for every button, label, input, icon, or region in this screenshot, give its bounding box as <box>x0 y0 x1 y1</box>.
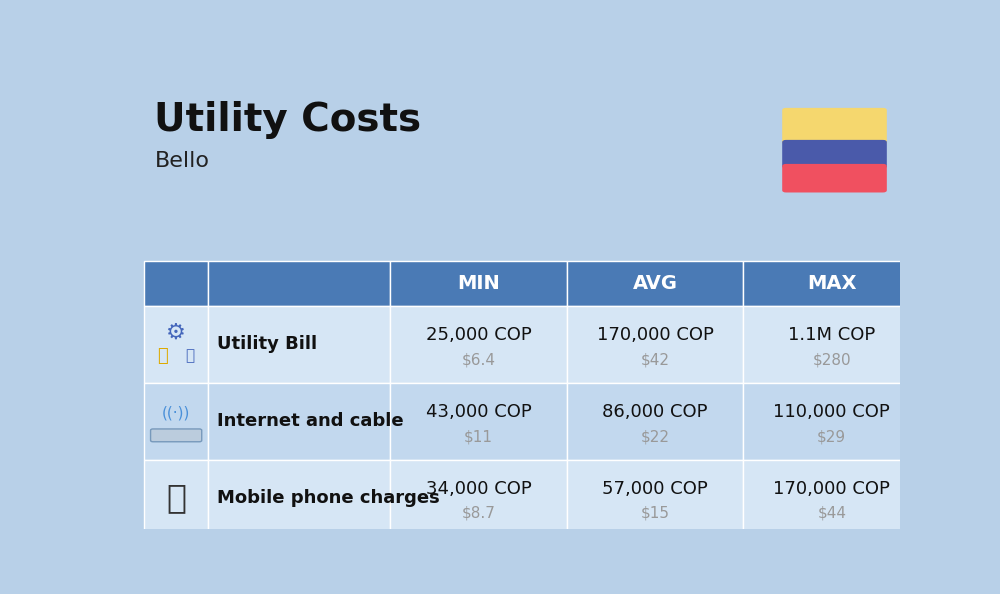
FancyBboxPatch shape <box>390 306 567 383</box>
Text: $44: $44 <box>817 506 846 521</box>
Text: MIN: MIN <box>457 274 500 293</box>
FancyBboxPatch shape <box>390 261 567 306</box>
Text: ⚙: ⚙ <box>166 323 186 343</box>
FancyBboxPatch shape <box>390 460 567 536</box>
Text: $8.7: $8.7 <box>461 506 495 521</box>
Text: $11: $11 <box>464 429 493 444</box>
FancyBboxPatch shape <box>144 383 208 460</box>
FancyBboxPatch shape <box>390 383 567 460</box>
Text: 34,000 COP: 34,000 COP <box>426 480 531 498</box>
Text: AVG: AVG <box>633 274 678 293</box>
FancyBboxPatch shape <box>567 383 743 460</box>
FancyBboxPatch shape <box>208 261 390 306</box>
Text: 86,000 COP: 86,000 COP <box>602 403 708 421</box>
FancyBboxPatch shape <box>743 460 920 536</box>
Text: $22: $22 <box>641 429 670 444</box>
FancyBboxPatch shape <box>144 306 208 383</box>
FancyBboxPatch shape <box>743 383 920 460</box>
Text: 43,000 COP: 43,000 COP <box>426 403 531 421</box>
FancyBboxPatch shape <box>208 383 390 460</box>
FancyBboxPatch shape <box>208 460 390 536</box>
FancyBboxPatch shape <box>151 429 202 442</box>
Text: 1.1M COP: 1.1M COP <box>788 326 875 344</box>
Text: 📱: 📱 <box>166 482 186 514</box>
Text: Utility Costs: Utility Costs <box>154 101 422 139</box>
Text: $42: $42 <box>641 352 670 367</box>
Text: ((·)): ((·)) <box>162 406 190 421</box>
Text: 57,000 COP: 57,000 COP <box>602 480 708 498</box>
FancyBboxPatch shape <box>782 140 887 169</box>
Text: Utility Bill: Utility Bill <box>217 336 317 353</box>
Text: MAX: MAX <box>807 274 857 293</box>
Text: 110,000 COP: 110,000 COP <box>773 403 890 421</box>
FancyBboxPatch shape <box>144 460 208 536</box>
Text: 170,000 COP: 170,000 COP <box>597 326 714 344</box>
Text: 🔌: 🔌 <box>157 347 168 365</box>
Text: $15: $15 <box>641 506 670 521</box>
Text: Bello: Bello <box>154 151 209 171</box>
Text: 170,000 COP: 170,000 COP <box>773 480 890 498</box>
FancyBboxPatch shape <box>567 261 743 306</box>
FancyBboxPatch shape <box>782 108 887 144</box>
Text: 🖥: 🖥 <box>186 348 195 364</box>
FancyBboxPatch shape <box>144 261 208 306</box>
FancyBboxPatch shape <box>782 164 887 192</box>
FancyBboxPatch shape <box>567 306 743 383</box>
FancyBboxPatch shape <box>567 460 743 536</box>
FancyBboxPatch shape <box>743 306 920 383</box>
Text: 25,000 COP: 25,000 COP <box>426 326 531 344</box>
Text: $280: $280 <box>812 352 851 367</box>
Text: $29: $29 <box>817 429 846 444</box>
Text: Mobile phone charges: Mobile phone charges <box>217 489 440 507</box>
FancyBboxPatch shape <box>743 261 920 306</box>
Text: Internet and cable: Internet and cable <box>217 412 404 430</box>
FancyBboxPatch shape <box>208 306 390 383</box>
Text: $6.4: $6.4 <box>461 352 495 367</box>
